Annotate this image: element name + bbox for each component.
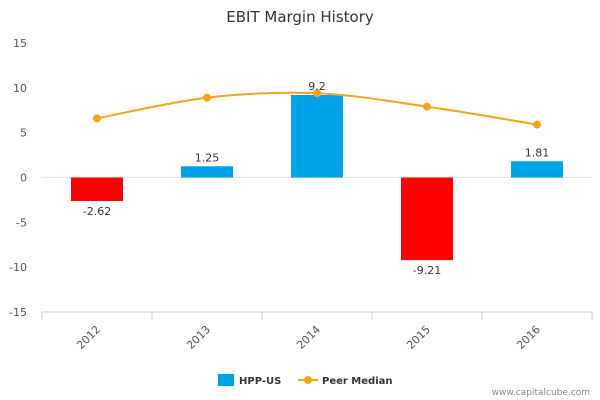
x-tick-label: 2016 <box>514 323 543 352</box>
x-tick-label: 2015 <box>404 323 433 352</box>
bar-data-label: -2.62 <box>83 205 111 218</box>
bar[interactable] <box>401 177 453 261</box>
peer-median-point[interactable] <box>203 93 211 102</box>
y-tick-label: 5 <box>20 127 27 140</box>
chart-title: EBIT Margin History <box>226 8 374 26</box>
legend-item-peer-median[interactable]: Peer Median <box>298 376 393 387</box>
bar[interactable] <box>181 166 233 178</box>
x-tick-label: 2013 <box>184 323 213 352</box>
peer-median-point[interactable] <box>423 102 431 111</box>
legend-swatch-hpp-us <box>218 374 234 386</box>
bar-series <box>71 95 563 261</box>
y-tick-label: 0 <box>20 172 27 185</box>
x-tick-label: 2014 <box>294 323 323 352</box>
credit-text[interactable]: www.capitalcube.com <box>492 388 590 398</box>
bar[interactable] <box>291 95 343 178</box>
legend-label-hpp-us: HPP-US <box>239 376 281 387</box>
legend-marker-peer-median <box>304 376 312 384</box>
y-tick-label: -10 <box>9 261 27 274</box>
peer-median-point[interactable] <box>313 89 321 98</box>
x-tick-label: 2012 <box>74 323 103 352</box>
legend-label-peer-median: Peer Median <box>322 376 393 387</box>
x-axis: 2012 2013 2014 2015 2016 <box>41 311 593 352</box>
y-tick-label: 15 <box>13 37 27 50</box>
data-labels: -2.62 1.25 9.2 -9.21 1.81 <box>83 80 549 277</box>
bar[interactable] <box>71 177 123 201</box>
y-axis: 15 10 5 0 -5 -10 -15 <box>9 37 27 319</box>
bar-data-label: 1.25 <box>195 151 220 164</box>
legend: HPP-US Peer Median <box>218 374 393 387</box>
bar-data-label: -9.21 <box>413 264 441 277</box>
y-tick-label: -5 <box>16 216 27 229</box>
peer-median-point[interactable] <box>533 120 541 129</box>
legend-item-hpp-us[interactable]: HPP-US <box>218 374 281 387</box>
bar[interactable] <box>511 161 563 178</box>
y-tick-label: 10 <box>13 82 27 95</box>
peer-median-series <box>93 89 541 129</box>
bar-data-label: 9.2 <box>308 80 326 93</box>
y-tick-label: -15 <box>9 306 27 319</box>
peer-median-point[interactable] <box>93 114 101 123</box>
bar-data-label: 1.81 <box>525 146 550 159</box>
